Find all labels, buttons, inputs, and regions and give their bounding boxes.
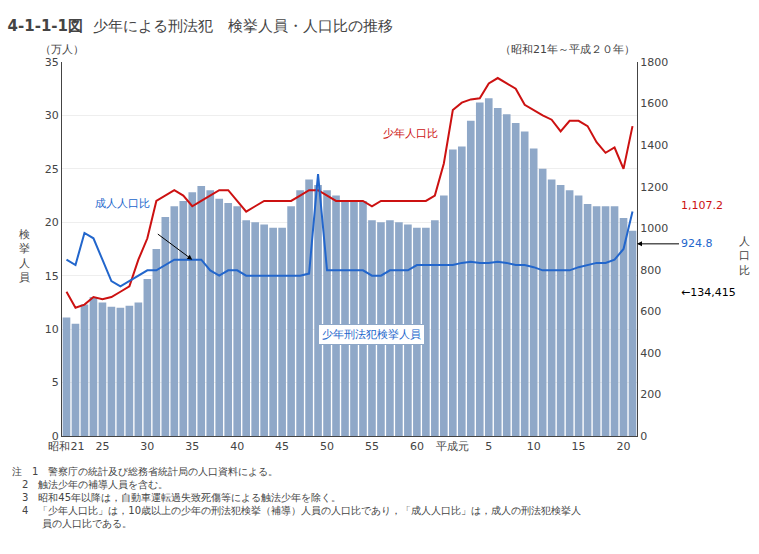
svg-text:5: 5: [485, 440, 492, 453]
svg-text:200: 200: [640, 388, 661, 401]
svg-text:0: 0: [52, 430, 59, 443]
svg-text:924.8: 924.8: [681, 237, 713, 250]
svg-text:25: 25: [45, 163, 59, 176]
svg-text:600: 600: [640, 305, 661, 318]
svg-text:800: 800: [640, 264, 661, 277]
svg-text:60: 60: [410, 440, 424, 453]
svg-text:昭和21: 昭和21: [48, 440, 84, 453]
svg-text:4-1-1-1図 少年による刑法犯 検挙人員・人口比の推移: 4-1-1-1図 少年による刑法犯 検挙人員・人口比の推移: [8, 17, 393, 35]
svg-text:20: 20: [617, 440, 631, 453]
svg-text:1200: 1200: [640, 181, 668, 194]
svg-text:25: 25: [95, 440, 109, 453]
svg-text:（昭和21年～平成２０年）: （昭和21年～平成２０年）: [500, 43, 635, 56]
svg-text:1800: 1800: [640, 56, 668, 69]
svg-text:（万人）: （万人）: [40, 43, 84, 56]
svg-text:30: 30: [140, 440, 154, 453]
svg-text:注 1 警察庁の統計及び総務省統計局の人口資料による。 2: 注 1 警察庁の統計及び総務省統計局の人口資料による。 2 触法少年の補導人員を…: [12, 466, 581, 529]
svg-text:←134,415: ←134,415: [681, 286, 736, 299]
svg-text:平成元: 平成元: [436, 440, 469, 453]
svg-text:50: 50: [320, 440, 334, 453]
svg-text:20: 20: [45, 216, 59, 229]
svg-text:1400: 1400: [640, 139, 668, 152]
svg-text:1,107.2: 1,107.2: [681, 199, 723, 212]
svg-text:35: 35: [45, 56, 59, 69]
svg-text:15: 15: [45, 270, 59, 283]
svg-text:人口比: 人口比: [739, 235, 750, 277]
svg-text:10: 10: [527, 440, 541, 453]
svg-text:5: 5: [52, 376, 59, 389]
svg-text:400: 400: [640, 347, 661, 360]
svg-text:15: 15: [572, 440, 586, 453]
svg-text:0: 0: [640, 430, 647, 443]
svg-text:少年人口比: 少年人口比: [383, 127, 438, 140]
svg-text:1000: 1000: [640, 222, 668, 235]
svg-text:1600: 1600: [640, 97, 668, 110]
svg-text:10: 10: [45, 323, 59, 336]
svg-text:30: 30: [45, 109, 59, 122]
svg-text:35: 35: [185, 440, 199, 453]
svg-text:少年刑法犯検挙人員: 少年刑法犯検挙人員: [322, 328, 421, 341]
svg-text:検挙人員: 検挙人員: [19, 228, 30, 284]
svg-text:45: 45: [275, 440, 289, 453]
svg-text:55: 55: [365, 440, 379, 453]
svg-text:40: 40: [230, 440, 244, 453]
svg-text:成人人口比: 成人人口比: [95, 197, 150, 210]
